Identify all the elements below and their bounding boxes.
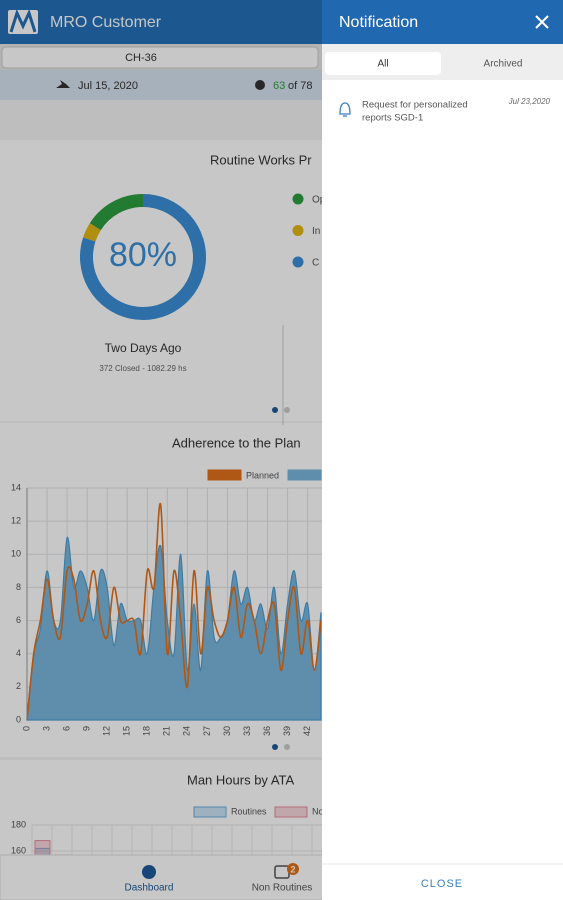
legend-dot — [292, 256, 304, 268]
tab[interactable] — [1, 46, 319, 69]
app-header — [0, 0, 322, 44]
donut-segment — [83, 223, 101, 242]
x-tick-label: 18 — [142, 726, 152, 736]
tab-label[interactable]: All — [377, 59, 388, 70]
x-tick-label: 27 — [202, 726, 212, 736]
legend-dot — [292, 193, 304, 205]
y-tick-label: 14 — [11, 482, 21, 492]
close-icon[interactable] — [535, 15, 549, 29]
x-tick-label: 33 — [242, 726, 252, 736]
drawer-bg — [322, 0, 563, 900]
caption: Two Days Ago — [105, 341, 182, 355]
y-tick-label: 4 — [16, 648, 21, 658]
legend-swatch — [287, 469, 322, 481]
page-dot[interactable] — [272, 407, 278, 413]
x-tick-label: 3 — [41, 726, 51, 731]
notification-text[interactable]: Request for personalized — [362, 100, 468, 111]
notification-text[interactable]: reports SGD-1 — [362, 113, 423, 124]
legend-swatch — [207, 469, 242, 481]
area — [26, 537, 322, 721]
y-tick-label: 2 — [16, 681, 21, 691]
donut-segment — [89, 194, 144, 231]
nav-label[interactable]: Non Routines — [252, 883, 313, 894]
scrim[interactable] — [0, 0, 322, 900]
tab-label[interactable]: CH-36 — [125, 52, 157, 64]
total: of 78 — [288, 80, 312, 92]
legend-label: No — [312, 806, 324, 816]
line — [26, 502, 322, 721]
page-dot[interactable] — [284, 744, 290, 750]
drawer-title: Notification — [339, 14, 418, 31]
bottom-nav — [0, 854, 322, 900]
badge-count: 2 — [290, 864, 295, 874]
page-dot[interactable] — [284, 407, 290, 413]
clock-icon — [255, 80, 265, 90]
y-tick-label: 10 — [11, 549, 21, 559]
y-tick-label: 180 — [11, 819, 26, 829]
x-tick-label: 15 — [122, 726, 132, 736]
x-tick-label: 24 — [182, 726, 192, 736]
badge — [287, 863, 299, 875]
plane-icon — [56, 80, 70, 88]
legend-label: Routines — [231, 806, 267, 816]
donut-segment — [80, 194, 206, 320]
app-title: MRO Customer — [50, 14, 162, 31]
logo — [8, 8, 38, 34]
notification-date: Jul 23,2020 — [508, 97, 551, 106]
y-tick-label: 160 — [11, 845, 26, 855]
legend-swatch — [274, 806, 308, 818]
card — [0, 140, 322, 421]
subcaption: 372 Closed - 1082.29 hs — [99, 364, 186, 373]
x-tick-label: 42 — [302, 726, 312, 736]
done-count: 63 — [273, 80, 285, 92]
y-tick-label: 12 — [11, 516, 21, 526]
drawer-header — [322, 0, 563, 44]
x-tick-label: 39 — [282, 726, 292, 736]
card — [0, 760, 322, 860]
x-tick-label: 6 — [61, 726, 71, 731]
legend-label: C — [312, 258, 319, 269]
chart-title: Man Hours by ATA — [187, 772, 294, 787]
legend-dot — [292, 225, 304, 236]
legend-swatch — [193, 806, 227, 818]
tab-active[interactable] — [325, 52, 441, 75]
donut-center: 80% — [109, 236, 177, 274]
x-tick-label: 36 — [262, 726, 272, 736]
date: Jul 15, 2020 — [78, 80, 138, 92]
tab-label[interactable]: Archived — [484, 59, 523, 70]
x-tick-label: 0 — [21, 726, 31, 731]
legend-label: Planned — [246, 470, 279, 480]
x-tick-label: 30 — [222, 726, 232, 736]
y-tick-label: 6 — [16, 615, 21, 625]
y-tick-label: 0 — [16, 714, 21, 724]
bell-icon — [339, 102, 351, 117]
x-tick-label: 21 — [162, 726, 172, 736]
x-tick-label: 9 — [82, 726, 92, 731]
info-bar — [0, 70, 322, 100]
legend-label: Op — [312, 195, 326, 206]
chart-title: Routine Works Pr — [210, 152, 312, 167]
x-tick-label: 12 — [102, 726, 112, 736]
nav-label[interactable]: Dashboard — [125, 883, 174, 894]
legend-label: In — [312, 226, 320, 237]
dashboard-icon[interactable] — [142, 865, 156, 879]
chart-title: Adherence to the Plan — [172, 435, 301, 450]
close-button[interactable]: CLOSE — [421, 878, 463, 890]
page-dot[interactable] — [272, 744, 278, 750]
y-tick-label: 8 — [16, 582, 21, 592]
drawer: Notification All Archived Request for pe… — [322, 0, 563, 900]
